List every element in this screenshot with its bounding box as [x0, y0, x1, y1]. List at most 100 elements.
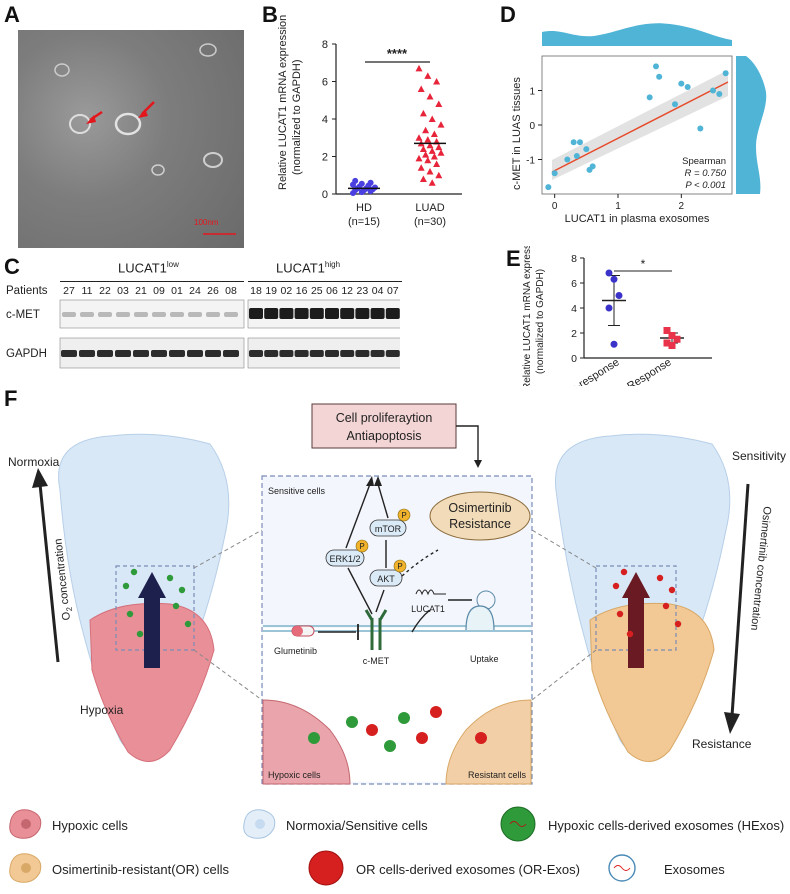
- b-point-luad: [430, 153, 438, 160]
- left-connector-top: [193, 529, 263, 569]
- b-point-luad: [428, 147, 436, 154]
- b-group-luad: LUAD: [415, 202, 444, 214]
- hexo-dot: [166, 574, 174, 582]
- c-patient-id: 02: [281, 285, 293, 297]
- c-band-low-gapdh: [61, 350, 77, 357]
- e-point-nonresponse: [610, 275, 618, 283]
- b-group-luad-n: (n=30): [414, 216, 446, 228]
- e-sig: *: [641, 257, 646, 271]
- c-patient-id: 06: [326, 285, 338, 297]
- b-point-luad: [419, 175, 427, 182]
- o2-arrow: [38, 483, 60, 663]
- b-point-luad: [428, 115, 436, 122]
- d-point: [570, 139, 577, 146]
- d-stat-p: P < 0.001: [685, 180, 726, 191]
- orexo-dot: [620, 568, 628, 576]
- c-patient-id: 12: [341, 285, 353, 297]
- center-exosome: [430, 706, 442, 718]
- e-ytick-label: 4: [571, 303, 577, 315]
- d-stat-title: Spearman: [682, 156, 726, 167]
- c-low-group: LUCAT1low: [118, 260, 179, 276]
- uptake-label: Uptake: [470, 654, 499, 664]
- c-patients-label: Patients: [6, 285, 48, 297]
- b-point-luad: [419, 109, 427, 117]
- c-band-low-cmet: [116, 312, 130, 317]
- p-mtor: [397, 508, 411, 522]
- c-patient-id: 26: [207, 285, 219, 297]
- c-high-group: LUCAT1high: [276, 260, 341, 276]
- b-point-luad: [424, 72, 432, 79]
- mtor-node: [369, 519, 407, 537]
- d-fit-line: [551, 81, 729, 173]
- c-band-high-gapdh: [279, 350, 294, 357]
- hexo-budding: [308, 732, 320, 744]
- legend-hexo: Hypoxic cells-derived exosomes (HExos): [548, 818, 785, 833]
- d-xtick-label: 1: [615, 201, 621, 212]
- hexo-dot: [184, 620, 192, 628]
- b-point-luad: [415, 154, 423, 162]
- e-point-nonresponse: [615, 292, 623, 299]
- panel-b-chart: Relative LUCAT1 mRNA expression (normali…: [277, 15, 462, 228]
- d-point: [573, 153, 580, 160]
- c-patient-id: 16: [296, 285, 308, 297]
- em-micrograph: 100nm: [18, 30, 244, 248]
- c-patient-id: 01: [171, 285, 183, 297]
- osim-arrow: [730, 483, 750, 717]
- b-point-luad: [435, 171, 443, 179]
- resistant-cells-label: Resistant cells: [468, 770, 527, 780]
- c-band-high-gapdh: [294, 350, 309, 357]
- e-point-response: [663, 339, 671, 347]
- c-row-gapdh: GAPDH: [6, 348, 47, 360]
- hypoxic-cells-label: Hypoxic cells: [268, 770, 321, 780]
- d-point: [577, 139, 583, 146]
- c-band-low-cmet: [80, 312, 94, 317]
- c-patient-id: 04: [372, 285, 384, 297]
- right-up-arrow-head: [622, 572, 650, 598]
- d-point: [653, 63, 659, 70]
- c-patient-id: 23: [357, 285, 369, 297]
- c-band-low-gapdh: [79, 350, 95, 357]
- b-group-hd-n: (n=15): [348, 216, 380, 228]
- resistance-ellipse: [429, 491, 531, 541]
- akt-node: [369, 569, 403, 587]
- p-mtor-label: P: [401, 511, 406, 520]
- b-point-luad: [415, 64, 423, 72]
- b-point-luad: [419, 145, 427, 152]
- center-exosome: [416, 732, 428, 744]
- c-band-low-cmet: [98, 312, 112, 317]
- b-point-luad: [422, 126, 430, 134]
- d-point: [722, 70, 729, 77]
- panel-label-d: D: [500, 2, 516, 27]
- d-xtick-label: 0: [552, 201, 558, 212]
- c-patient-id: 09: [153, 285, 165, 297]
- c-patient-id: 24: [189, 285, 201, 297]
- orexo-dot: [668, 586, 676, 594]
- c-band-low-cmet: [170, 312, 184, 317]
- right-resistant-cells: [589, 602, 715, 762]
- hexo-dot: [130, 568, 138, 576]
- e-ylabel-1: Relative LUCAT1 mRNA expression: [522, 246, 533, 386]
- d-xtick-label: 2: [679, 201, 685, 212]
- prolif-to-resistance-arrow: [456, 425, 479, 462]
- c-band-low-gapdh: [97, 350, 113, 357]
- prolif-line-2: Antiapoptosis: [346, 429, 421, 443]
- c-band-low-gapdh: [223, 350, 239, 357]
- left-connector-bottom: [193, 649, 263, 701]
- e-point-nonresponse: [605, 304, 613, 312]
- e-point-response: [673, 335, 681, 343]
- e-point-response: [668, 342, 676, 349]
- b-point-luad: [437, 121, 445, 128]
- legend-hexo-icon: [500, 806, 536, 842]
- c-patient-id: 22: [99, 285, 111, 297]
- d-top-density: [542, 23, 732, 46]
- d-right-density: [736, 56, 767, 194]
- b-ytick-label: 2: [322, 152, 328, 164]
- c-patient-id: 07: [387, 285, 399, 297]
- panel-d-chart: 0 1 2 -1 0 1 Spearman R = 0.750 P < 0.001 LUC…: [511, 23, 767, 225]
- c-band-high-gapdh: [309, 350, 324, 357]
- legend-or: Osimertinib-resistant(OR) cells: [52, 862, 229, 877]
- e-ylabel-2: (normalized to GAPDH): [535, 269, 546, 374]
- lucat1-rna: [415, 589, 446, 596]
- e-ytick-label: 8: [571, 253, 577, 265]
- d-point: [589, 163, 596, 170]
